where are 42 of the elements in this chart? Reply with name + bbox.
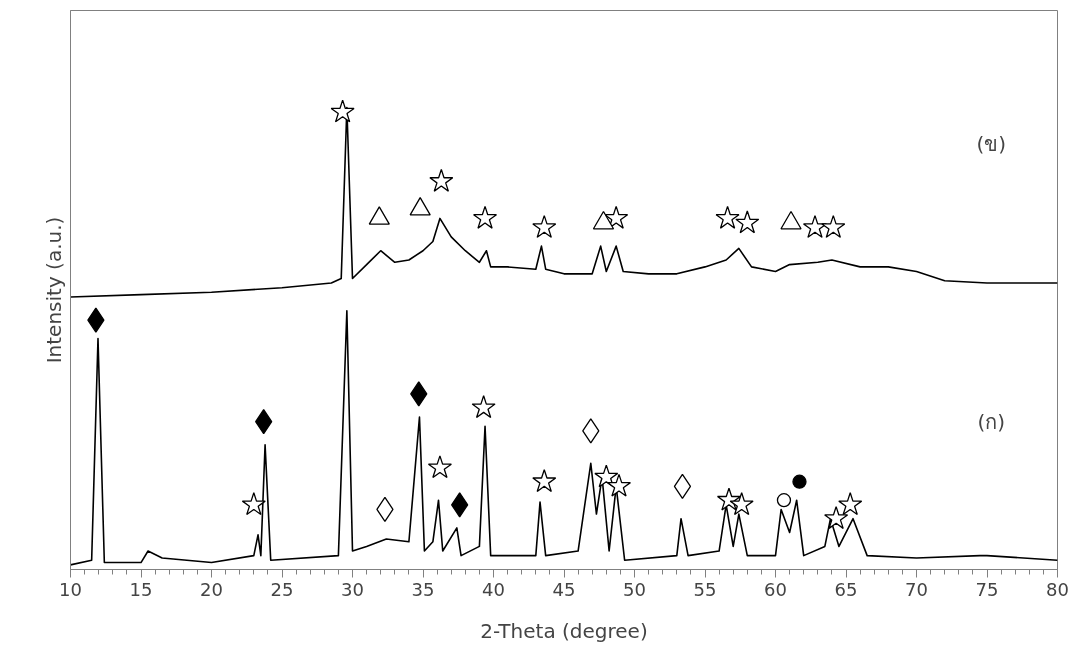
point: [729, 492, 754, 516]
point: [592, 210, 615, 230]
x-tick-label: 25: [270, 578, 294, 600]
point: [330, 99, 355, 123]
point: [606, 473, 632, 497]
x-tick-label: 20: [200, 578, 223, 600]
annotation: (ข): [976, 132, 1007, 157]
x-tick-label: 55: [693, 578, 717, 600]
x-tick-label: 40: [482, 578, 505, 600]
point: [792, 474, 807, 489]
point: [532, 214, 557, 238]
point: [735, 210, 760, 234]
annotation: (ก): [977, 409, 1006, 434]
point: [780, 210, 802, 230]
point: [241, 492, 266, 516]
x-tick-label: 10: [59, 578, 82, 600]
point: [838, 492, 863, 516]
point: [471, 395, 496, 419]
x-tick-label: 30: [341, 578, 364, 600]
x-tick-label: 60: [764, 578, 787, 600]
x-tick-label: 65: [834, 578, 858, 600]
point: [821, 214, 846, 238]
point: [427, 455, 452, 479]
x-tick-label: 15: [129, 578, 153, 600]
point: [532, 469, 557, 493]
point: [776, 493, 792, 508]
x-tick-label: 35: [411, 578, 435, 600]
x-tick-label: 80: [1046, 578, 1069, 600]
point: [409, 196, 431, 216]
x-tick-label: 50: [623, 578, 646, 600]
point: [604, 205, 629, 229]
point: [715, 205, 740, 229]
point: [429, 168, 454, 192]
x-tick-label: 70: [905, 578, 928, 600]
point: [472, 205, 498, 229]
x-tick-label: 45: [552, 578, 576, 600]
x-axis-title: 2-Theta (degree): [480, 618, 648, 643]
point: [673, 473, 692, 499]
point: [368, 206, 390, 225]
point: [824, 506, 849, 530]
y-axis-title: Intensity (a.u.): [41, 216, 66, 364]
x-tick-label: 75: [975, 578, 999, 600]
